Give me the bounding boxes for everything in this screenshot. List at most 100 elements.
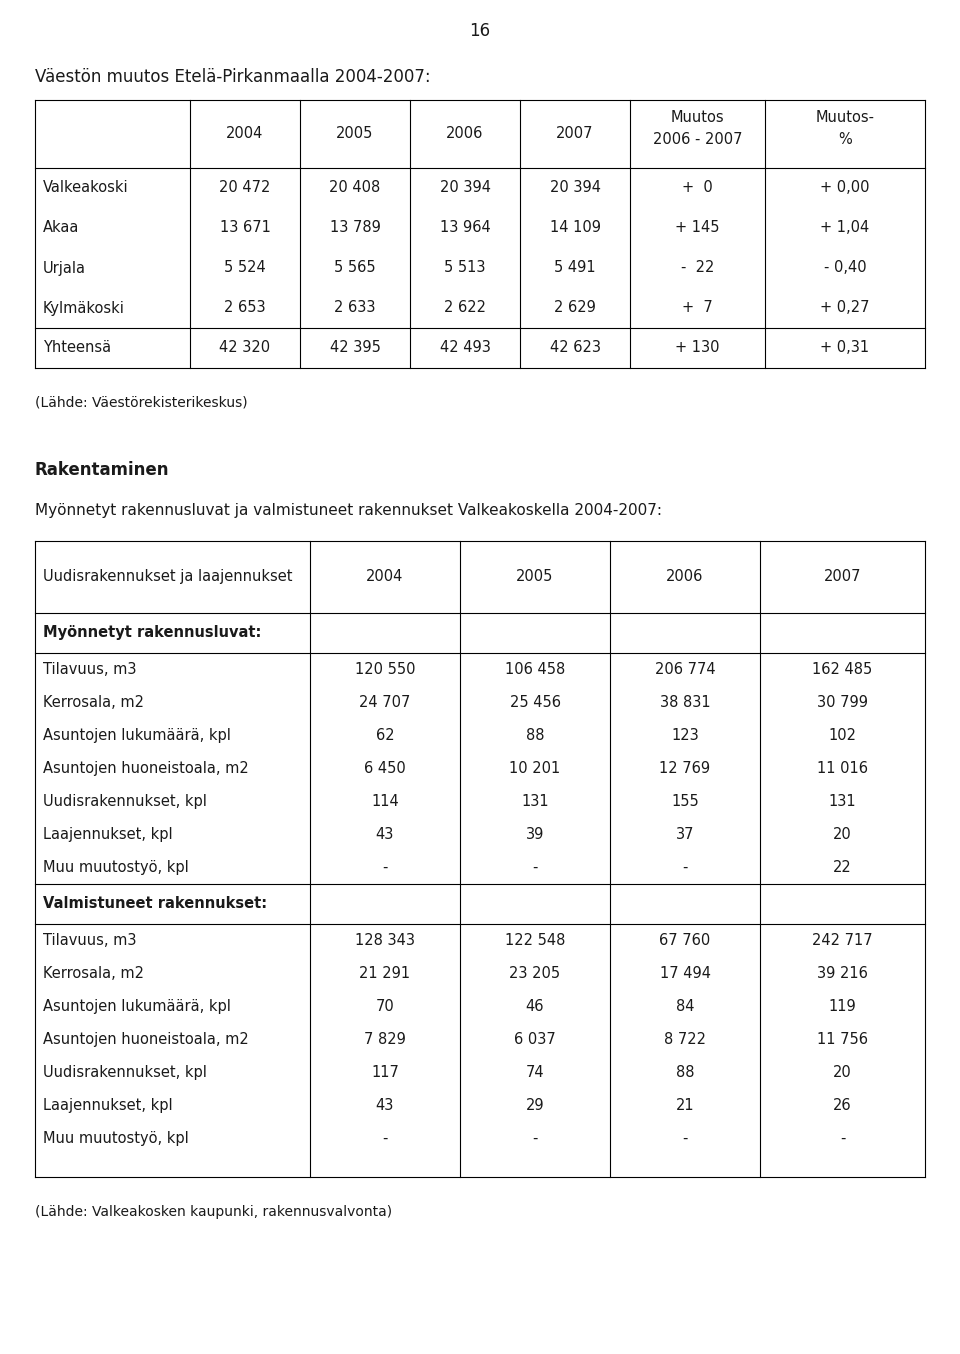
Text: -  22: - 22: [681, 260, 714, 275]
Text: 206 774: 206 774: [655, 662, 715, 677]
Text: 2004: 2004: [227, 126, 264, 142]
Text: %: %: [838, 133, 852, 148]
Text: 162 485: 162 485: [812, 662, 873, 677]
Text: 119: 119: [828, 999, 856, 1014]
Text: Laajennukset, kpl: Laajennukset, kpl: [43, 827, 173, 842]
Text: +  0: + 0: [683, 180, 713, 195]
Text: 123: 123: [671, 728, 699, 743]
Text: 46: 46: [526, 999, 544, 1014]
Text: 2 653: 2 653: [225, 301, 266, 315]
Text: 2005: 2005: [516, 570, 554, 585]
Text: Muu muutostyö, kpl: Muu muutostyö, kpl: [43, 860, 189, 875]
Text: 24 707: 24 707: [359, 695, 411, 709]
Text: 20 394: 20 394: [549, 180, 601, 195]
Text: 13 964: 13 964: [440, 221, 491, 236]
Text: 2006: 2006: [446, 126, 484, 142]
Text: 20: 20: [833, 1066, 852, 1080]
Text: -: -: [382, 860, 388, 875]
Text: 2007: 2007: [556, 126, 593, 142]
Text: 29: 29: [526, 1098, 544, 1113]
Text: Valkeakoski: Valkeakoski: [43, 180, 129, 195]
Text: 38 831: 38 831: [660, 695, 710, 709]
Text: +  7: + 7: [683, 301, 713, 315]
Text: 122 548: 122 548: [505, 933, 565, 948]
Text: Uudisrakennukset, kpl: Uudisrakennukset, kpl: [43, 793, 206, 808]
Text: 20: 20: [833, 827, 852, 842]
Text: 2004: 2004: [367, 570, 404, 585]
Text: Muu muutostyö, kpl: Muu muutostyö, kpl: [43, 1131, 189, 1145]
Text: 155: 155: [671, 793, 699, 808]
Text: 2007: 2007: [824, 570, 861, 585]
Text: 21 291: 21 291: [359, 965, 411, 982]
Text: 2006 - 2007: 2006 - 2007: [653, 133, 742, 148]
Text: 5 491: 5 491: [554, 260, 596, 275]
Text: Tilavuus, m3: Tilavuus, m3: [43, 933, 136, 948]
Text: 13 671: 13 671: [220, 221, 271, 236]
Text: 70: 70: [375, 999, 395, 1014]
Text: 84: 84: [676, 999, 694, 1014]
Text: 106 458: 106 458: [505, 662, 565, 677]
Text: Kylmäkoski: Kylmäkoski: [43, 301, 125, 315]
Text: 117: 117: [372, 1066, 399, 1080]
Text: 43: 43: [375, 1098, 395, 1113]
Text: 62: 62: [375, 728, 395, 743]
Text: 11 756: 11 756: [817, 1032, 868, 1047]
Text: Muutos-: Muutos-: [815, 111, 875, 126]
Text: Asuntojen huoneistoala, m2: Asuntojen huoneistoala, m2: [43, 761, 249, 776]
Text: Valmistuneet rakennukset:: Valmistuneet rakennukset:: [43, 896, 267, 911]
Text: 128 343: 128 343: [355, 933, 415, 948]
Text: 114: 114: [372, 793, 398, 808]
Text: (Lähde: Väestörekisterikeskus): (Lähde: Väestörekisterikeskus): [35, 395, 248, 410]
Text: 43: 43: [375, 827, 395, 842]
Text: 14 109: 14 109: [549, 221, 601, 236]
Text: 6 450: 6 450: [364, 761, 406, 776]
Text: 20 394: 20 394: [440, 180, 491, 195]
Text: Kerrosala, m2: Kerrosala, m2: [43, 695, 144, 709]
Text: (Lähde: Valkeakosken kaupunki, rakennusvalvonta): (Lähde: Valkeakosken kaupunki, rakennusv…: [35, 1205, 392, 1219]
Text: Akaa: Akaa: [43, 221, 80, 236]
Text: 42 493: 42 493: [440, 340, 491, 356]
Text: -: -: [840, 1131, 845, 1145]
Text: 5 513: 5 513: [444, 260, 486, 275]
Text: + 145: + 145: [675, 221, 720, 236]
Text: 37: 37: [676, 827, 694, 842]
Text: 42 623: 42 623: [549, 340, 601, 356]
Text: Asuntojen huoneistoala, m2: Asuntojen huoneistoala, m2: [43, 1032, 249, 1047]
Text: 2 622: 2 622: [444, 301, 486, 315]
Text: 2 633: 2 633: [334, 301, 375, 315]
Text: 20 472: 20 472: [219, 180, 271, 195]
Text: 120 550: 120 550: [355, 662, 416, 677]
Text: - 0,40: - 0,40: [824, 260, 866, 275]
Text: 42 320: 42 320: [220, 340, 271, 356]
Text: + 0,00: + 0,00: [820, 180, 870, 195]
Text: -: -: [683, 1131, 687, 1145]
Text: 21: 21: [676, 1098, 694, 1113]
Text: 88: 88: [676, 1066, 694, 1080]
Text: 30 799: 30 799: [817, 695, 868, 709]
Text: 242 717: 242 717: [812, 933, 873, 948]
Text: 5 524: 5 524: [224, 260, 266, 275]
Text: Tilavuus, m3: Tilavuus, m3: [43, 662, 136, 677]
Text: + 1,04: + 1,04: [821, 221, 870, 236]
Text: 6 037: 6 037: [515, 1032, 556, 1047]
Text: 131: 131: [828, 793, 856, 808]
Text: -: -: [683, 860, 687, 875]
Text: 16: 16: [469, 22, 491, 41]
Text: Uudisrakennukset, kpl: Uudisrakennukset, kpl: [43, 1066, 206, 1080]
Text: 26: 26: [833, 1098, 852, 1113]
Text: 39 216: 39 216: [817, 965, 868, 982]
Text: 88: 88: [526, 728, 544, 743]
Text: Muutos: Muutos: [671, 111, 724, 126]
Text: 39: 39: [526, 827, 544, 842]
Text: + 0,31: + 0,31: [821, 340, 870, 356]
Text: Urjala: Urjala: [43, 260, 86, 275]
Text: 42 395: 42 395: [329, 340, 380, 356]
Text: 13 789: 13 789: [329, 221, 380, 236]
Text: + 0,27: + 0,27: [820, 301, 870, 315]
Text: 23 205: 23 205: [510, 965, 561, 982]
Text: 12 769: 12 769: [660, 761, 710, 776]
Text: -: -: [532, 860, 538, 875]
Text: 25 456: 25 456: [510, 695, 561, 709]
Text: Asuntojen lukumäärä, kpl: Asuntojen lukumäärä, kpl: [43, 728, 230, 743]
Text: -: -: [382, 1131, 388, 1145]
